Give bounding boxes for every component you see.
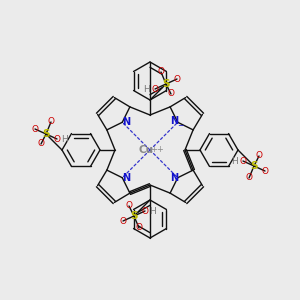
Text: N: N: [122, 117, 130, 127]
Text: H: H: [61, 134, 68, 143]
Text: −: −: [178, 121, 184, 130]
Text: O: O: [239, 157, 247, 166]
Text: O: O: [158, 68, 164, 76]
Text: N: N: [170, 173, 178, 183]
Text: S: S: [42, 129, 50, 139]
Text: N: N: [122, 173, 130, 183]
Text: O: O: [119, 217, 127, 226]
Text: H: H: [232, 157, 238, 166]
Text: O: O: [53, 134, 61, 143]
Text: S: S: [130, 211, 138, 221]
Text: O: O: [173, 74, 181, 83]
Text: O: O: [256, 152, 262, 160]
Text: S: S: [250, 161, 258, 171]
Text: O: O: [32, 124, 38, 134]
Text: H: H: [144, 85, 150, 94]
Text: O: O: [152, 85, 158, 94]
Text: O: O: [47, 118, 55, 127]
Text: O: O: [125, 202, 133, 211]
Text: H: H: [150, 206, 156, 215]
Text: O: O: [262, 167, 268, 176]
Text: O: O: [136, 224, 142, 232]
Text: S: S: [162, 79, 170, 89]
Text: ++: ++: [150, 146, 164, 154]
Text: N: N: [170, 116, 178, 126]
Text: O: O: [38, 140, 44, 148]
Text: O: O: [142, 206, 148, 215]
Text: O: O: [167, 89, 175, 98]
Text: Cu: Cu: [139, 145, 154, 155]
Text: O: O: [245, 173, 253, 182]
